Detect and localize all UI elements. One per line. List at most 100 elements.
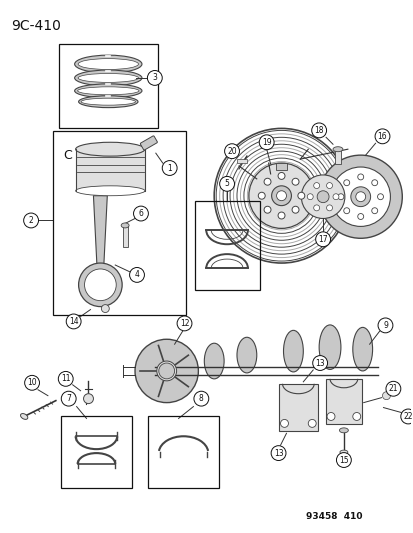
Circle shape bbox=[66, 314, 81, 329]
Ellipse shape bbox=[81, 98, 135, 105]
Ellipse shape bbox=[74, 84, 142, 98]
Circle shape bbox=[129, 268, 144, 282]
Text: 9C-410: 9C-410 bbox=[11, 19, 61, 33]
Circle shape bbox=[377, 318, 392, 333]
Circle shape bbox=[301, 175, 344, 219]
Text: 2: 2 bbox=[28, 216, 33, 225]
Ellipse shape bbox=[78, 59, 138, 69]
Bar bbox=[61, 416, 132, 488]
Circle shape bbox=[297, 192, 304, 199]
Circle shape bbox=[371, 180, 377, 185]
Circle shape bbox=[306, 193, 313, 200]
Text: C: C bbox=[63, 149, 71, 162]
Circle shape bbox=[24, 213, 38, 228]
Circle shape bbox=[177, 316, 192, 331]
Circle shape bbox=[159, 363, 174, 379]
Circle shape bbox=[355, 192, 365, 201]
Circle shape bbox=[271, 186, 291, 206]
FancyBboxPatch shape bbox=[140, 136, 157, 150]
Circle shape bbox=[133, 206, 148, 221]
Circle shape bbox=[83, 394, 93, 403]
Circle shape bbox=[315, 232, 330, 247]
Circle shape bbox=[336, 453, 351, 467]
Ellipse shape bbox=[204, 343, 223, 379]
Circle shape bbox=[337, 193, 343, 200]
Text: 13: 13 bbox=[273, 449, 282, 458]
Circle shape bbox=[214, 128, 348, 263]
Ellipse shape bbox=[339, 450, 347, 454]
Text: 10: 10 bbox=[27, 378, 37, 387]
Circle shape bbox=[377, 193, 382, 200]
Circle shape bbox=[308, 419, 316, 427]
Text: 14: 14 bbox=[69, 317, 78, 326]
Circle shape bbox=[280, 419, 288, 427]
Text: 15: 15 bbox=[338, 456, 348, 465]
Circle shape bbox=[248, 163, 313, 228]
Circle shape bbox=[313, 205, 319, 211]
Bar bbox=[53, 131, 186, 314]
Text: 9: 9 bbox=[382, 321, 387, 330]
Ellipse shape bbox=[78, 74, 138, 83]
Text: 22: 22 bbox=[403, 412, 412, 421]
Bar bbox=[325, 379, 361, 424]
Bar bbox=[334, 149, 340, 164]
Text: 7: 7 bbox=[66, 394, 71, 403]
Circle shape bbox=[147, 70, 162, 85]
Text: 5: 5 bbox=[224, 179, 229, 188]
Circle shape bbox=[374, 129, 389, 144]
Text: 12: 12 bbox=[179, 319, 189, 328]
Ellipse shape bbox=[74, 70, 142, 86]
Circle shape bbox=[193, 391, 208, 406]
Circle shape bbox=[84, 269, 116, 301]
Ellipse shape bbox=[236, 337, 256, 373]
Circle shape bbox=[78, 263, 122, 306]
Circle shape bbox=[357, 174, 363, 180]
Bar bbox=[236, 159, 246, 163]
Text: 1: 1 bbox=[167, 164, 172, 173]
Bar bbox=[123, 225, 128, 247]
Circle shape bbox=[259, 135, 273, 150]
Circle shape bbox=[343, 180, 349, 185]
Circle shape bbox=[352, 413, 360, 421]
Circle shape bbox=[276, 191, 286, 200]
Circle shape bbox=[58, 372, 73, 386]
Bar bbox=[59, 44, 157, 128]
Text: 18: 18 bbox=[313, 126, 323, 135]
Ellipse shape bbox=[77, 87, 139, 95]
Text: 16: 16 bbox=[377, 132, 387, 141]
Text: 19: 19 bbox=[261, 138, 271, 147]
Circle shape bbox=[357, 214, 363, 220]
Circle shape bbox=[371, 208, 377, 214]
Bar bbox=[278, 384, 317, 431]
Ellipse shape bbox=[76, 186, 145, 196]
Circle shape bbox=[343, 208, 349, 214]
Circle shape bbox=[263, 206, 271, 213]
Circle shape bbox=[271, 446, 285, 461]
Circle shape bbox=[313, 183, 319, 189]
Circle shape bbox=[25, 375, 39, 390]
Text: 13: 13 bbox=[315, 359, 324, 368]
Circle shape bbox=[278, 173, 284, 180]
Circle shape bbox=[61, 391, 76, 406]
Circle shape bbox=[318, 155, 401, 238]
Ellipse shape bbox=[332, 147, 342, 152]
Circle shape bbox=[326, 183, 332, 189]
Circle shape bbox=[291, 178, 298, 185]
Circle shape bbox=[350, 187, 370, 207]
Circle shape bbox=[316, 191, 328, 203]
Circle shape bbox=[219, 176, 234, 191]
Ellipse shape bbox=[21, 414, 28, 419]
Ellipse shape bbox=[318, 325, 340, 369]
Circle shape bbox=[135, 340, 198, 402]
Text: 8: 8 bbox=[199, 394, 203, 403]
Circle shape bbox=[382, 392, 389, 400]
Text: 17: 17 bbox=[318, 235, 327, 244]
Text: 11: 11 bbox=[61, 374, 70, 383]
Bar bbox=[76, 149, 145, 191]
Text: 20: 20 bbox=[227, 147, 236, 156]
Ellipse shape bbox=[283, 330, 303, 372]
Text: 6: 6 bbox=[138, 209, 143, 218]
Circle shape bbox=[385, 381, 400, 396]
Ellipse shape bbox=[74, 55, 142, 73]
Ellipse shape bbox=[352, 327, 372, 371]
